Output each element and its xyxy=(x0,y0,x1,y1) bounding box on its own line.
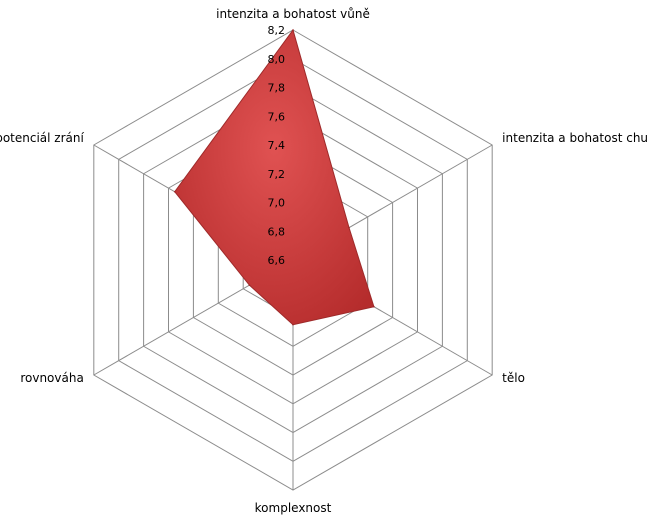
data-point xyxy=(248,284,251,286)
tick-label: 7,6 xyxy=(268,110,286,123)
tick-label: 6,6 xyxy=(268,254,286,267)
tick-label: 6,8 xyxy=(268,225,286,238)
data-point xyxy=(348,226,350,229)
tick-label: 8,0 xyxy=(268,53,286,66)
axis-label: potenciál zrání xyxy=(0,131,84,145)
tick-label: 7,8 xyxy=(268,82,286,95)
axis-label: intenzita a bohatost vůně xyxy=(216,7,370,21)
axis-label: tělo xyxy=(502,371,525,385)
data-point xyxy=(173,190,176,193)
series-layer xyxy=(173,28,375,326)
axis-labels: intenzita a bohatost vůně intenzita a boh… xyxy=(0,7,648,515)
tick-label: 7,0 xyxy=(268,197,286,210)
tick-label: 7,4 xyxy=(268,139,286,152)
axis-label: intenzita a bohatost chuti xyxy=(502,131,648,145)
axis-label: komplexnost xyxy=(255,501,332,515)
radial-tick-labels: 6,6 6,8 7,0 7,2 7,4 7,6 7,8 8,0 8,2 xyxy=(268,24,286,267)
axis-label: rovnováha xyxy=(20,371,83,385)
data-point xyxy=(373,305,375,308)
tick-label: 8,2 xyxy=(268,24,286,37)
data-point xyxy=(292,323,294,326)
data-point xyxy=(292,29,294,31)
tick-label: 7,2 xyxy=(268,168,286,181)
